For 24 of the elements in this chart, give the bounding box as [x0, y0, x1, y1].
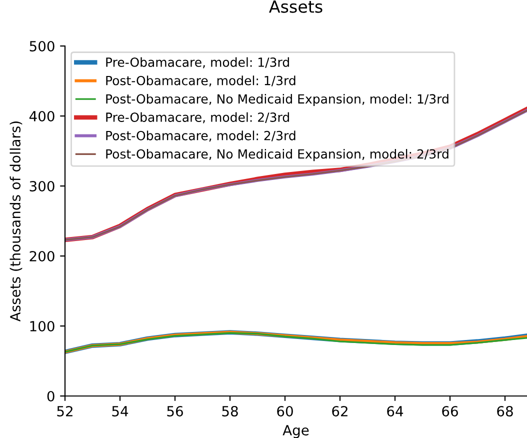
x-tick-label: 56 [167, 406, 183, 416]
x-tick-label: 68 [497, 406, 513, 416]
x-tick-label: 60 [277, 406, 293, 416]
legend-label: Pre-Obamacare, model: 2/3rd [106, 112, 289, 124]
y-tick-label: 100 [30, 320, 54, 332]
y-axis-title: Assets (thousands of dollars) [10, 122, 22, 322]
legend-label: Post-Obamacare, model: 2/3rd [106, 130, 296, 142]
x-axis-title: Age [282, 425, 309, 438]
x-tick-label: 62 [332, 406, 348, 416]
y-tick-label: 500 [30, 40, 54, 52]
x-tick-label: 64 [387, 406, 404, 416]
y-tick-label: 200 [30, 250, 54, 262]
x-tick-label: 66 [442, 406, 458, 416]
chart-title: Assets [269, 0, 322, 13]
x-tick-label: 52 [57, 406, 72, 416]
legend-label: Post-Obamacare, No Medicaid Expansion, model: 2/3rd [106, 148, 448, 162]
legend-label: Post-Obamacare, model: 1/3rd [106, 76, 296, 87]
y-tick-label: 400 [29, 110, 54, 122]
y-tick-label: 300 [30, 180, 54, 192]
x-tick-label: 58 [222, 406, 238, 416]
legend-label: Post-Obamacare, No Medicaid Expansion, model: 1/3rd [106, 94, 448, 106]
x-tick-label: 54 [112, 406, 128, 416]
y-tick-label: 0 [47, 390, 54, 402]
legend-label: Pre-Obamacare, model: 1/3rd [106, 57, 289, 68]
